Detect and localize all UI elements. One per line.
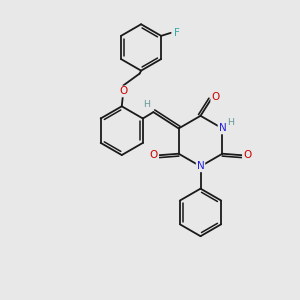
Text: F: F — [174, 28, 180, 38]
Text: N: N — [218, 124, 226, 134]
Text: H: H — [143, 100, 150, 109]
Text: O: O — [243, 150, 251, 160]
Text: N: N — [197, 161, 204, 171]
Text: O: O — [119, 86, 128, 96]
Text: O: O — [150, 150, 158, 160]
Text: H: H — [227, 118, 234, 127]
Text: O: O — [211, 92, 220, 102]
